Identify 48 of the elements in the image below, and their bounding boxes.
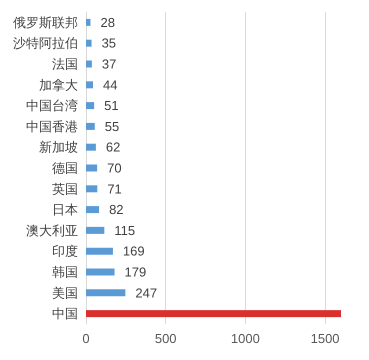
y-tick-label: 德国 xyxy=(52,160,78,176)
x-tick-label: 0 xyxy=(82,331,90,346)
bar xyxy=(86,310,341,318)
data-label: 179 xyxy=(124,264,146,280)
x-tick-label: 1000 xyxy=(230,331,260,346)
y-tick-label: 新加坡 xyxy=(39,140,78,155)
bar xyxy=(86,185,98,192)
y-tick-label: 中国台湾 xyxy=(26,98,78,114)
y-tick-label: 美国 xyxy=(52,285,78,300)
data-label: 169 xyxy=(122,244,145,259)
y-tick-label: 澳大利亚 xyxy=(26,222,78,238)
bar xyxy=(86,289,126,296)
bar xyxy=(86,122,95,130)
data-label: 70 xyxy=(107,160,122,176)
data-label: 115 xyxy=(114,222,136,238)
bar xyxy=(86,102,94,110)
data-label: 71 xyxy=(107,181,122,196)
y-tick-label: 英国 xyxy=(52,181,78,196)
data-label: 55 xyxy=(104,118,120,134)
y-tick-label: 加拿大 xyxy=(39,77,78,92)
bar xyxy=(86,268,115,276)
data-label: 51 xyxy=(104,98,119,114)
data-label: 82 xyxy=(109,202,124,218)
data-label: 28 xyxy=(100,14,115,30)
y-tick-label: 日本 xyxy=(52,202,78,218)
bar xyxy=(86,18,90,26)
y-tick-label: 俄罗斯联邦 xyxy=(13,14,78,30)
y-tick-label: 法国 xyxy=(52,56,78,72)
x-tick-label: 500 xyxy=(154,331,177,346)
data-label: 35 xyxy=(102,36,116,51)
data-label: 247 xyxy=(135,285,158,300)
y-tick-label: 韩国 xyxy=(52,264,78,280)
data-label: 62 xyxy=(106,140,120,155)
bar xyxy=(86,60,92,68)
bar xyxy=(86,144,96,151)
y-tick-label: 中国香港 xyxy=(26,118,78,134)
bar xyxy=(86,206,100,214)
bar xyxy=(86,164,98,172)
data-label: 44 xyxy=(103,77,118,92)
y-tick-label: 印度 xyxy=(52,244,78,259)
y-tick-label: 沙特阿拉伯 xyxy=(13,36,78,51)
data-label: 37 xyxy=(102,56,116,72)
bar xyxy=(86,248,113,255)
y-tick-label: 中国 xyxy=(52,306,78,322)
x-tick-label: 1500 xyxy=(310,331,340,346)
bar xyxy=(86,81,94,88)
bar xyxy=(86,226,104,234)
bar xyxy=(86,40,92,47)
